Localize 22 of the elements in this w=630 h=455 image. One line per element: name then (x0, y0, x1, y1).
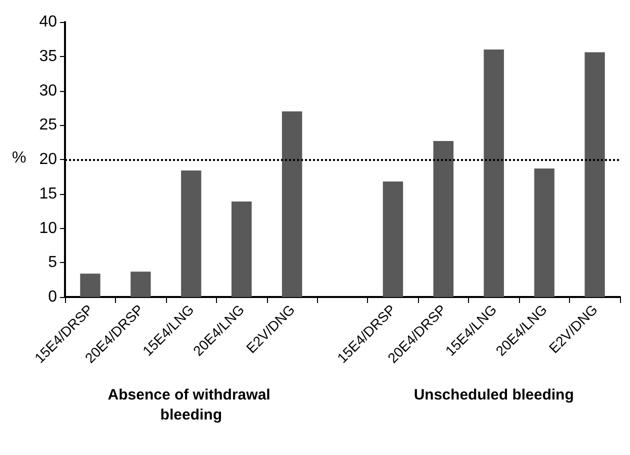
bar (382, 182, 404, 297)
y-tick-label: 25 (39, 116, 58, 134)
bar (181, 170, 202, 297)
y-tick-label: 20 (39, 151, 58, 168)
y-tick-label: 5 (48, 254, 58, 272)
bar (534, 168, 554, 297)
y-tick-label: 30 (39, 82, 58, 100)
bar (80, 274, 100, 297)
bar (282, 111, 302, 297)
y-tick-label: 35 (39, 48, 58, 65)
bar (130, 272, 151, 297)
y-axis-title: % (12, 150, 26, 166)
text: Unscheduled bleeding (414, 386, 574, 404)
y-tick-label: 0 (48, 288, 58, 306)
y-tick-label: 15 (39, 185, 58, 202)
bar (584, 52, 605, 297)
bar (484, 50, 504, 297)
text: Absence of withdrawal bleeding (108, 386, 274, 424)
bar (433, 140, 454, 297)
bar (232, 201, 252, 297)
y-tick-label: 40 (39, 14, 58, 30)
y-tick-label: 10 (39, 220, 58, 237)
